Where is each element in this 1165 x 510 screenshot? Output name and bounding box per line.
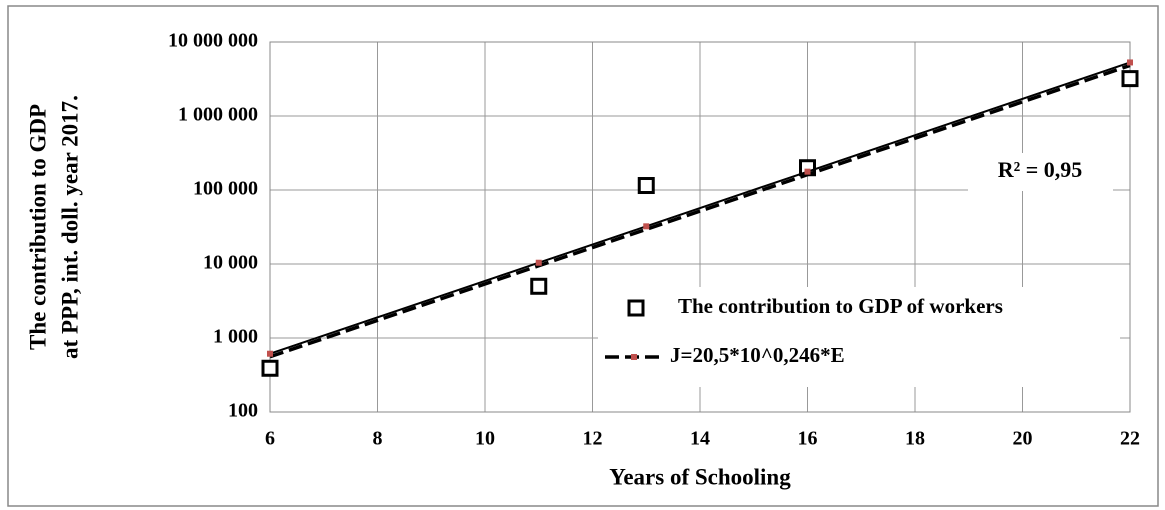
x-tick-label: 14: [690, 428, 710, 450]
y-axis-label: at PPP, int. doll. year 2017.: [57, 95, 82, 359]
trend-point: [1127, 59, 1133, 66]
y-tick-label: 10 000: [203, 252, 258, 274]
chart-frame: [7, 5, 1159, 507]
legend-box: [598, 287, 1120, 387]
x-tick-label: 10: [475, 428, 495, 450]
legend-label: J=20,5*10^0,246*E: [670, 343, 845, 367]
trend-point: [535, 259, 542, 266]
trend-point: [804, 168, 811, 175]
scatter-point: [637, 177, 655, 195]
legend-marker: [627, 299, 645, 317]
x-tick-label: 8: [373, 428, 383, 450]
y-tick-label: 100: [228, 400, 258, 422]
y-tick-label: 10 000 000: [168, 30, 258, 52]
plot-border: [269, 41, 1131, 413]
scatter-point: [530, 277, 548, 295]
x-tick-label: 6: [265, 428, 275, 450]
x-tick-label: 22: [1120, 428, 1140, 450]
annotation-box: [968, 153, 1113, 191]
y-tick-label: 1 000 000: [178, 104, 258, 126]
scatter-point: [1121, 70, 1139, 88]
y-tick-label: 100 000: [193, 178, 258, 200]
trend-point: [267, 350, 273, 357]
scatter-point: [261, 359, 279, 377]
annotation: R² = 0,95: [998, 157, 1083, 182]
x-tick-label: 12: [583, 428, 603, 450]
x-axis-label: Years of Schooling: [609, 464, 791, 489]
x-tick-label: 16: [798, 428, 818, 450]
x-tick-label: 20: [1013, 428, 1033, 450]
y-tick-label: 1 000: [213, 326, 258, 348]
legend-label: The contribution to GDP of workers: [678, 294, 1003, 318]
x-tick-label: 18: [905, 428, 925, 450]
legend-marker: [631, 354, 637, 360]
y-axis-label: The contribution to GDP: [25, 104, 50, 350]
trend-point: [643, 223, 650, 230]
trend-line-dashed: [269, 63, 1131, 359]
